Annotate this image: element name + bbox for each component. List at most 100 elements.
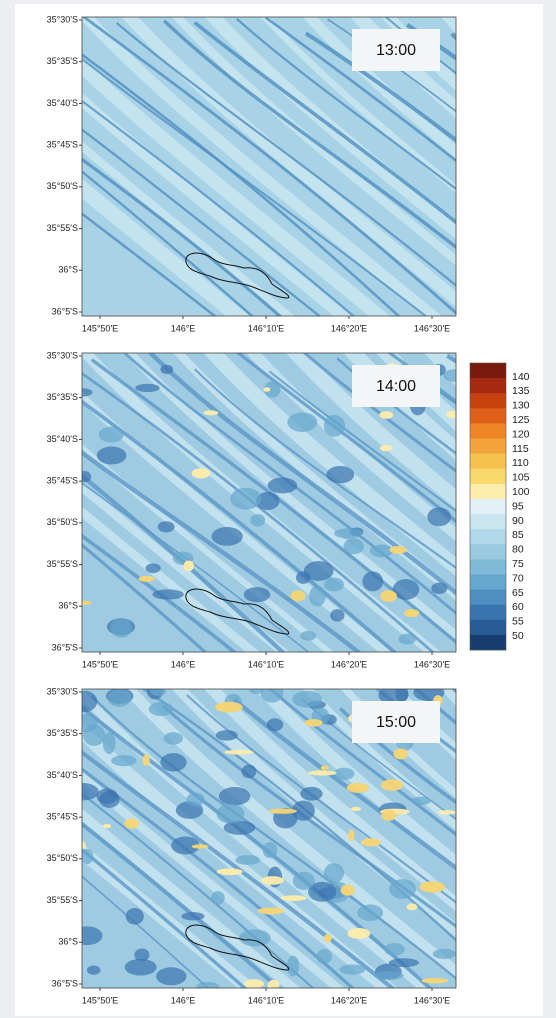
dark-streak (82, 53, 401, 316)
dark-cell (374, 971, 404, 980)
dark-cell (110, 618, 133, 638)
dark-streak (82, 821, 282, 988)
dark-cell (196, 981, 220, 988)
dark-cell (223, 820, 256, 835)
dark-cell (398, 633, 417, 645)
colorbar-label: 55 (512, 616, 524, 628)
dark-streak (82, 371, 435, 652)
region-outline (185, 924, 290, 971)
warm-cell (403, 609, 420, 618)
dark-streak (82, 533, 238, 652)
colorbar-label: 65 (512, 587, 524, 599)
warm-cell (102, 823, 112, 829)
warm-cell (138, 575, 155, 582)
dark-streak (90, 695, 456, 980)
warm-cell (381, 809, 397, 821)
light-band (260, 17, 456, 193)
colorbar-frame (469, 362, 507, 651)
dark-streak (82, 157, 283, 316)
dark-cell (264, 381, 281, 398)
colorbar-label: 80 (512, 544, 524, 556)
lat-label: 35°50'S (47, 181, 78, 191)
dark-cell (107, 689, 132, 707)
dark-cell (324, 577, 344, 592)
dark-cell (216, 804, 245, 824)
dark-cell (432, 948, 456, 959)
dark-cell (339, 964, 366, 975)
warm-cell (393, 748, 408, 760)
colorbar-label: 135 (512, 385, 530, 397)
dark-streak (82, 399, 398, 652)
colorbar-label: 75 (512, 558, 524, 570)
warm-cell (257, 907, 285, 915)
colorbar-bin (470, 423, 506, 439)
dark-cell (235, 855, 260, 865)
warm-cell (243, 979, 265, 988)
dark-streak (232, 697, 456, 871)
lat-label: 35°30'S (47, 686, 78, 696)
warm-cell (379, 411, 394, 419)
dark-cell (218, 787, 251, 806)
dark-cell (157, 521, 175, 533)
region-outline (185, 252, 290, 299)
colorbar-bin (470, 589, 506, 605)
warm-cell (263, 387, 271, 392)
lon-label: 145°50'E (82, 659, 118, 669)
warm-cell (437, 810, 456, 815)
dark-streak (148, 353, 456, 596)
dark-streak (82, 847, 248, 988)
dark-streak (268, 689, 456, 837)
colorbar-label: 90 (512, 515, 524, 527)
dark-cell (250, 514, 266, 527)
colorbar-label: 125 (512, 414, 530, 426)
time-box (352, 29, 440, 71)
dark-cell (239, 929, 271, 947)
dark-cell (160, 753, 187, 772)
dark-cell (86, 965, 101, 975)
dark-cell (292, 690, 323, 708)
dark-cell (124, 958, 157, 976)
colorbar-label: 95 (512, 500, 524, 512)
dark-cell (291, 800, 315, 821)
lat-label: 35°50'S (47, 853, 78, 863)
dark-cell (300, 630, 317, 641)
colorbar-label: 60 (512, 601, 524, 613)
warm-cell (320, 765, 329, 771)
lon-label: 145°50'E (82, 323, 118, 333)
lat-label: 36°S (58, 265, 78, 275)
dark-streak (82, 542, 208, 652)
dark-streak (82, 17, 456, 315)
warm-cell (389, 546, 407, 554)
lon-label: 146°10'E (248, 323, 284, 333)
lon-label: 146°20'E (331, 659, 367, 669)
light-band (82, 57, 390, 316)
light-band (82, 721, 398, 988)
time-label: 13:00 (376, 42, 416, 59)
dark-cell (82, 848, 94, 865)
region-outline (185, 588, 290, 635)
light-band (171, 689, 456, 938)
light-band (82, 481, 290, 652)
dark-streak (236, 18, 456, 191)
light-band (82, 353, 442, 652)
dark-cell (163, 732, 183, 745)
lon-label: 146°10'E (248, 659, 284, 669)
map-frame (81, 688, 457, 989)
colorbar-label: 105 (512, 472, 530, 484)
dark-cell (389, 879, 417, 899)
dark-streak (82, 57, 428, 316)
lon-label: 146°30'E (414, 995, 450, 1005)
dark-cell (334, 528, 363, 539)
dark-cell (171, 836, 200, 855)
colorbar-bin (470, 438, 506, 454)
lat-label: 35°45'S (47, 476, 78, 486)
dark-cell (309, 585, 326, 607)
dark-cell (111, 755, 137, 767)
time-box (352, 701, 440, 743)
light-band (171, 17, 456, 266)
light-band (204, 17, 456, 240)
lat-label: 35°55'S (47, 223, 78, 233)
lat-label: 35°30'S (47, 14, 78, 24)
dark-cell (300, 786, 323, 801)
lon-label: 146°E (171, 995, 196, 1005)
